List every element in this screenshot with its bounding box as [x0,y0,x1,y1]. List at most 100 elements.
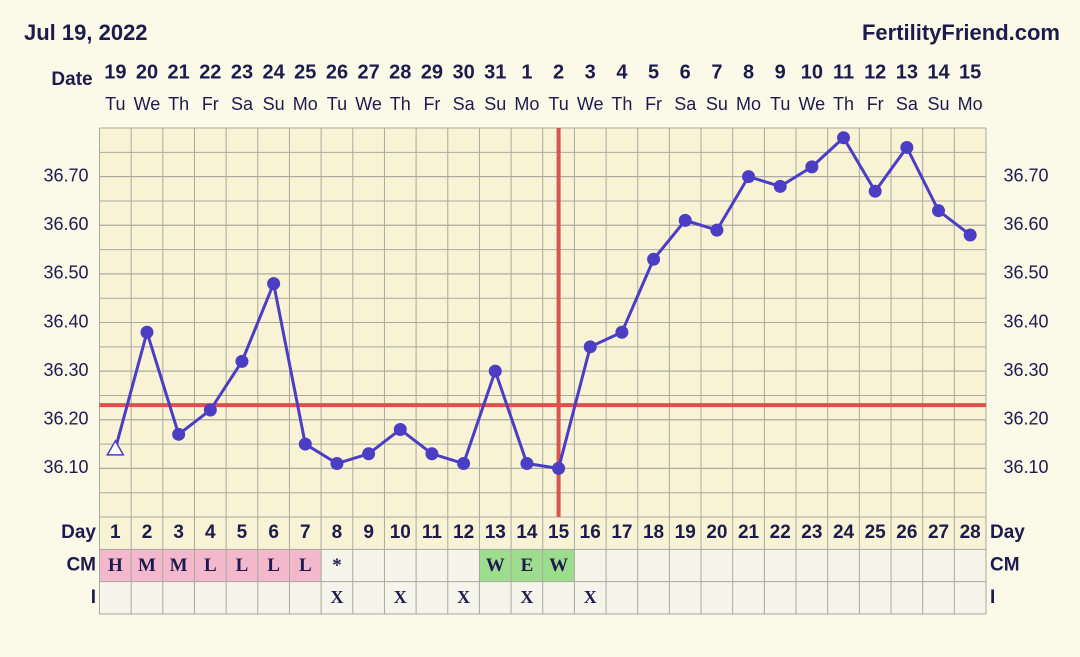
temperature-line [113,135,972,471]
weekday-label: Mo [293,94,318,114]
weekday-label: Sa [453,94,476,114]
date-label: Date [51,69,92,90]
day-number: 7 [300,522,311,543]
temperature-point [710,223,724,237]
temperature-point [932,204,946,218]
site-name: FertilityFriend.com [862,20,1060,45]
day-number: 26 [896,522,917,543]
cm-cell [542,549,575,582]
date-label: 23 [231,61,253,83]
day-number: 19 [675,522,696,543]
day-number: 18 [643,522,664,543]
y-tick-label-right: 36.70 [1003,165,1048,185]
temperature-point [837,131,851,145]
date-label: 15 [959,61,981,83]
y-tick-label: 36.30 [43,360,88,380]
weekday-label: Su [484,94,506,114]
weekday-label: Tu [105,94,125,114]
date-label: 10 [801,61,823,83]
cm-label: L [236,555,249,576]
y-tick-label: 36.40 [43,311,88,331]
date-label: 13 [896,61,918,83]
weekday-label: Su [706,94,728,114]
y-tick-label-right: 36.60 [1003,214,1048,234]
date-label: 2 [553,61,564,83]
weekday-label: We [134,94,161,114]
cm-label: * [332,555,342,576]
cm-cell [162,549,195,582]
row-label: I [91,587,96,608]
temperature-point [425,447,439,461]
date-label: 3 [585,61,596,83]
day-number: 13 [485,522,506,543]
day-number: 1 [110,522,121,543]
date-label: 24 [263,61,286,83]
weekday-label: Mo [958,94,983,114]
temperature-point [583,340,597,354]
temperature-point [868,184,882,198]
cm-cell [289,549,322,582]
row-label-right: I [990,587,995,608]
cm-label: E [521,555,534,576]
date-label: 11 [833,61,854,83]
weekday-label: Mo [514,94,539,114]
y-tick-label: 36.10 [43,457,88,477]
day-number: 15 [548,522,570,543]
weekday-label: Tu [327,94,347,114]
day-number: 22 [770,522,791,543]
day-number: 3 [173,522,184,543]
temperature-point [172,427,186,441]
day-number: 10 [390,522,411,543]
date-label: 1 [521,61,532,83]
weekday-label: Sa [231,94,254,114]
temperature-point [235,354,249,368]
weekday-label: Mo [736,94,761,114]
temperature-point [742,170,756,184]
cm-label: W [486,555,505,576]
weekday-label: Fr [423,94,440,114]
date-label: 9 [775,61,786,83]
temperature-point [298,437,312,451]
day-number: 5 [237,522,248,543]
weekday-label: We [355,94,382,114]
weekday-label: Sa [674,94,697,114]
date-label: 7 [711,61,722,83]
date-label: 29 [421,61,443,83]
day-number: 23 [801,522,822,543]
date-label: 14 [927,61,950,83]
date-label: 21 [168,61,190,83]
temperature-point [552,461,566,475]
date-label: 26 [326,61,348,83]
date-label: 4 [616,61,628,83]
temperature-point [520,457,534,471]
cm-label: M [170,555,188,576]
temperature-point [362,447,376,461]
temperature-point [393,422,407,436]
intercourse-mark: X [330,587,343,607]
y-tick-label-right: 36.40 [1003,311,1048,331]
date-label: 5 [648,61,659,83]
day-number: 12 [453,522,474,543]
temperature-point [805,160,819,174]
weekday-label: Fr [645,94,662,114]
date-label: 31 [484,61,506,83]
date-label: 25 [294,61,316,83]
day-number: 21 [738,522,760,543]
weekday-label: Sa [896,94,919,114]
cm-cell [99,549,132,582]
intercourse-mark: X [520,587,533,607]
temperature-point [678,213,692,227]
day-number: 11 [422,522,443,543]
day-number: 4 [205,522,216,543]
date-label: 27 [357,61,379,83]
date-label: 6 [680,61,691,83]
y-tick-label-right: 36.50 [1003,263,1048,283]
intercourse-mark: X [394,587,407,607]
weekday-label: Fr [202,94,219,114]
day-number: 27 [928,522,949,543]
temperature-point [615,325,629,339]
temperature-point [963,228,977,242]
temperature-point [457,457,471,471]
